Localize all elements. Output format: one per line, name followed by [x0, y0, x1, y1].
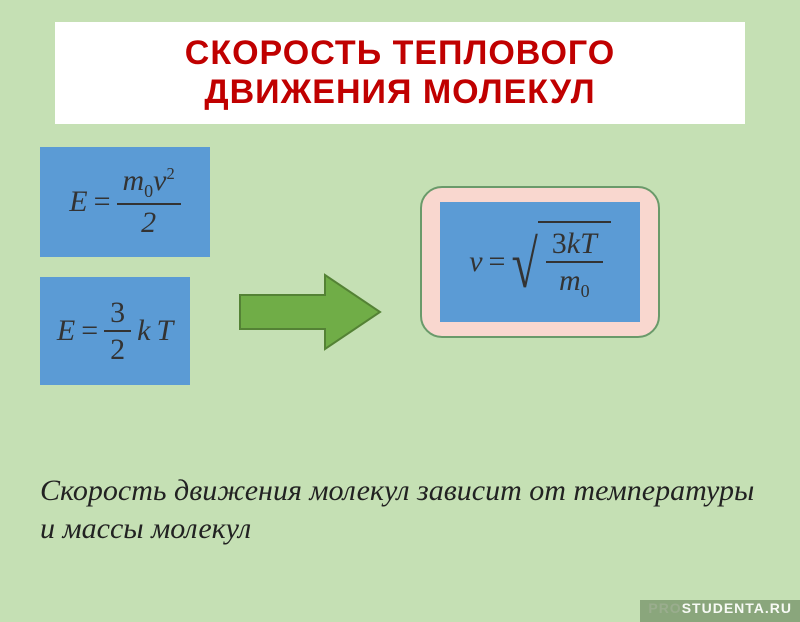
ekt-den: 2	[104, 332, 131, 366]
ekt-k: k	[137, 314, 150, 348]
v-sqrt: √ 3kT m0	[511, 221, 610, 303]
watermark-pro: PRO	[648, 600, 681, 616]
watermark-rest: STUDENTA.RU	[682, 600, 792, 616]
title-text: СКОРОСТЬ ТЕПЛОВОГО ДВИЖЕНИЯ МОЛЕКУЛ	[75, 34, 725, 112]
ke-eq: =	[94, 185, 111, 219]
ekt-eq: =	[81, 314, 98, 348]
v-fraction: 3kT m0	[546, 228, 603, 301]
ke-lhs: E	[69, 185, 87, 219]
ekt-T: T	[156, 314, 173, 348]
formulas-area: E = m0v2 2 E = 3 2 kT	[0, 142, 800, 422]
ke-denominator: 2	[135, 205, 162, 239]
v-sqrt-body: 3kT m0	[538, 221, 611, 303]
ke-fraction: m0v2 2	[117, 165, 181, 238]
watermark: PROSTUDENTA.RU	[648, 600, 792, 616]
v-lhs: v	[469, 245, 482, 279]
v-den: m0	[553, 263, 596, 301]
ekt-fraction: 3 2	[104, 297, 131, 366]
v-3: 3	[552, 227, 567, 260]
ekt-lhs: E	[57, 314, 75, 348]
ke-m-sub: 0	[144, 181, 153, 201]
v-eq: =	[489, 245, 506, 279]
title-box: СКОРОСТЬ ТЕПЛОВОГО ДВИЖЕНИЯ МОЛЕКУЛ	[55, 22, 745, 124]
formula-energy-kt: E = 3 2 kT	[40, 277, 190, 385]
ekt-num: 3	[104, 297, 131, 333]
formula-ke-content: E = m0v2 2	[69, 165, 181, 238]
ke-numerator: m0v2	[117, 165, 181, 205]
v-m: m	[559, 264, 581, 297]
formula-velocity: v = √ 3kT m0	[440, 202, 640, 322]
v-num: 3kT	[546, 228, 603, 264]
ke-m: m	[123, 164, 145, 197]
title-line1: СКОРОСТЬ ТЕПЛОВОГО	[185, 34, 615, 72]
sqrt-icon: √	[511, 207, 537, 322]
v-m-sub: 0	[581, 281, 590, 301]
v-k: k	[567, 227, 580, 260]
ke-v-sup: 2	[167, 164, 175, 183]
arrow-icon	[230, 267, 390, 357]
ke-v: v	[153, 164, 166, 197]
formula-ekt-content: E = 3 2 kT	[57, 297, 173, 366]
formula-kinetic-energy: E = m0v2 2	[40, 147, 210, 257]
formula-v-content: v = √ 3kT m0	[469, 221, 611, 303]
v-T: T	[580, 227, 597, 260]
title-line2: ДВИЖЕНИЯ МОЛЕКУЛ	[204, 73, 595, 111]
summary-text: Скорость движения молекул зависит от тем…	[40, 472, 760, 547]
